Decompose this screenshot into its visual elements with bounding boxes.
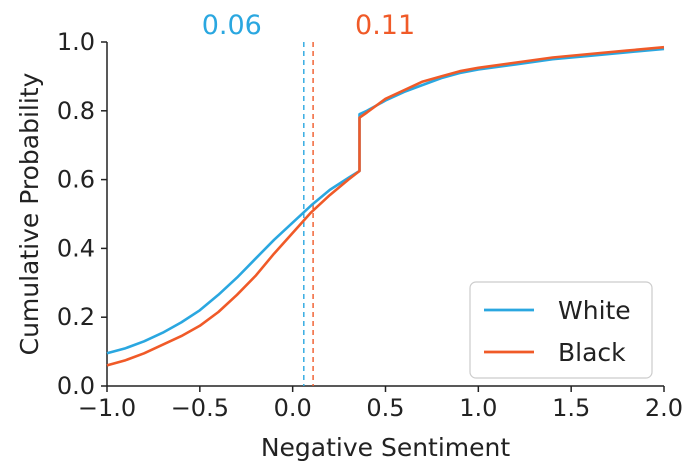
legend-label: Black bbox=[558, 338, 626, 367]
y-tick-label: 1.0 bbox=[57, 28, 95, 56]
y-tick-label: 0.6 bbox=[57, 166, 95, 194]
x-tick-label: 0.0 bbox=[274, 394, 312, 422]
y-tick-label: 0.2 bbox=[57, 303, 95, 331]
x-tick-label: 2.0 bbox=[645, 394, 683, 422]
median-label: 0.11 bbox=[355, 10, 415, 41]
legend-label: White bbox=[558, 296, 631, 325]
x-tick-label: 0.5 bbox=[366, 394, 404, 422]
x-tick-label: −1.0 bbox=[78, 394, 136, 422]
y-axis-label: Cumulative Probability bbox=[15, 72, 44, 355]
y-tick-label: 0.0 bbox=[57, 372, 95, 400]
annotations: 0.06 0.11 bbox=[202, 10, 415, 41]
x-tick-label: 1.0 bbox=[459, 394, 497, 422]
x-axis-label: Negative Sentiment bbox=[261, 433, 511, 462]
legend-box bbox=[469, 281, 653, 379]
median-label: 0.06 bbox=[202, 10, 262, 41]
x-tick-label: −0.5 bbox=[171, 394, 229, 422]
legend: White Black bbox=[469, 281, 653, 379]
series-lines bbox=[106, 45, 665, 367]
series-line-black bbox=[106, 45, 665, 367]
x-tick-label: 1.5 bbox=[552, 394, 590, 422]
y-tick-label: 0.8 bbox=[57, 97, 95, 125]
axes: −1.0 −0.5 0.0 0.5 1.0 1.5 2.0 0.0 0.2 0.4 0.6 0.8 1.… bbox=[57, 28, 683, 422]
y-tick-label: 0.4 bbox=[57, 234, 95, 262]
